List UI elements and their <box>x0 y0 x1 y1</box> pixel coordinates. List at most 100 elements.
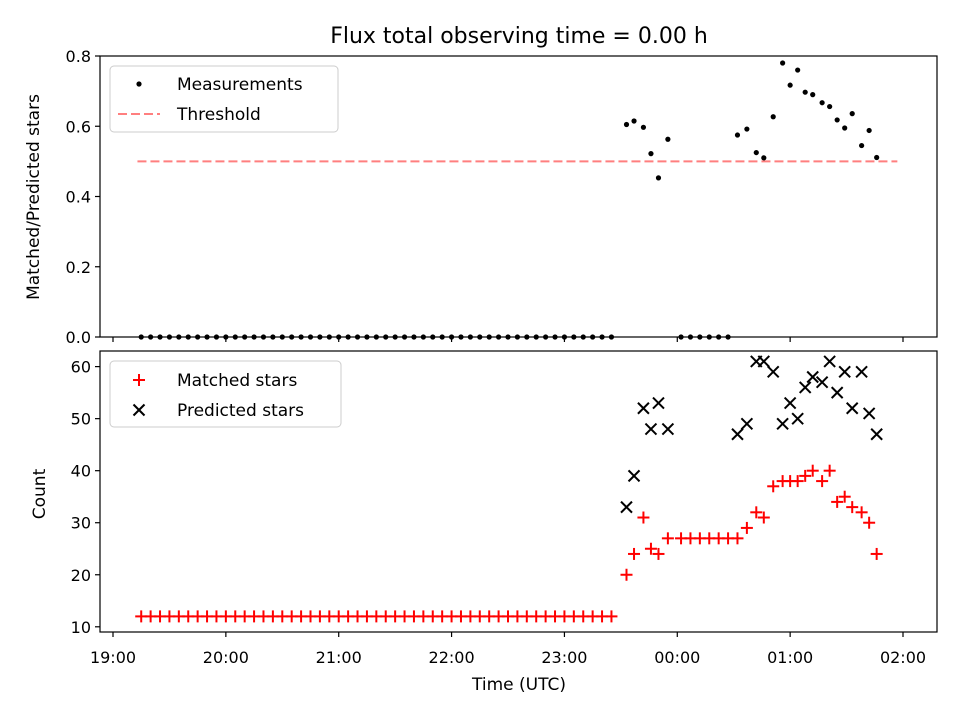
matched-star-point <box>637 511 650 524</box>
top-legend: Measurements Threshold <box>109 65 339 133</box>
measurement-point <box>810 92 816 98</box>
matched-star-point <box>823 464 836 477</box>
predicted-star-point <box>830 386 844 399</box>
matched-star-point <box>816 475 829 488</box>
measurement-point <box>770 114 776 120</box>
x-tick-label: 19:00 <box>90 648 136 667</box>
x-tick-label: 21:00 <box>316 648 362 667</box>
x-tick-label: 20:00 <box>203 648 249 667</box>
predicted-star-point <box>838 365 851 379</box>
chart-title: Flux total observing time = 0.00 h <box>330 24 708 49</box>
count-series <box>135 355 883 623</box>
predicted-star-point <box>627 469 641 483</box>
measurement-point <box>665 136 671 142</box>
measurement-point <box>802 89 808 95</box>
bottom-y-tick-label: 30 <box>71 514 91 533</box>
predicted-star-point <box>731 428 744 441</box>
bottom-y-tick-label: 60 <box>71 358 91 377</box>
bottom-legend: Matched stars Predicted stars <box>109 360 342 428</box>
legend-predicted-label: Predicted stars <box>177 401 304 421</box>
measurement-point <box>761 155 767 161</box>
matched-star-point <box>767 480 780 493</box>
bottom-y-axis-label: Count <box>30 468 50 519</box>
predicted-star-point <box>637 402 650 415</box>
measurement-point <box>842 125 848 131</box>
predicted-star-point <box>740 417 754 431</box>
predicted-star-point <box>620 500 633 514</box>
bottom-y-ticks: 10 20 30 40 50 60 <box>71 358 100 637</box>
predicted-star-point <box>644 422 658 436</box>
measurement-point <box>827 103 833 110</box>
top-y-axis-label: Matched/Predicted stars <box>24 94 44 300</box>
measurement-point <box>859 142 865 149</box>
matched-star-point <box>628 547 641 560</box>
top-y-tick-label: 0.0 <box>66 328 91 347</box>
measurement-point <box>787 82 793 88</box>
top-y-tick-label: 0.4 <box>66 188 91 207</box>
measurement-point <box>623 121 630 128</box>
legend-predicted-marker <box>132 403 146 417</box>
legend-measurements-marker <box>136 81 142 87</box>
measurement-point <box>631 118 637 124</box>
top-y-tick-label: 0.2 <box>66 258 91 277</box>
measurement-point <box>795 67 801 73</box>
legend-matched-label: Matched stars <box>177 371 297 391</box>
matched-star-point <box>791 475 804 488</box>
matched-star-point <box>644 542 657 555</box>
measurement-point <box>874 154 880 161</box>
matched-star-point <box>806 464 819 477</box>
measurement-point <box>744 126 750 132</box>
predicted-star-point <box>870 428 883 441</box>
bottom-x-ticks: 19:00 20:00 21:00 22:00 23:00 00:00 01:00 02:00 <box>90 632 926 667</box>
matched-star-point <box>870 547 883 560</box>
legend-threshold-label: Threshold <box>176 105 261 125</box>
top-y-ticks: 0.0 0.2 0.4 0.6 0.8 <box>66 47 100 347</box>
x-tick-label: 00:00 <box>654 648 700 667</box>
bottom-y-tick-label: 10 <box>71 618 91 637</box>
top-axes-frame <box>99 55 938 338</box>
predicted-star-point <box>776 417 789 431</box>
matched-star-point <box>750 506 763 519</box>
predicted-star-point <box>855 365 868 379</box>
matched-star-point <box>731 532 744 545</box>
matched-star-point <box>757 511 770 524</box>
matched-star-point <box>740 521 753 534</box>
measurement-point <box>780 60 786 66</box>
matched-star-point <box>838 490 851 503</box>
bottom-y-tick-label: 20 <box>71 566 91 585</box>
top-legend-box <box>109 65 339 133</box>
matched-star-point <box>799 469 812 482</box>
predicted-star-point <box>791 412 804 425</box>
matched-star-point <box>863 516 876 529</box>
matched-star-point <box>605 610 618 623</box>
matched-star-point <box>831 495 844 508</box>
legend-measurements-label: Measurements <box>177 75 303 95</box>
bottom-legend-box <box>109 360 342 428</box>
matched-star-point <box>652 547 665 560</box>
measurement-point <box>655 175 662 181</box>
bottom-y-tick-label: 40 <box>71 462 91 481</box>
predicted-star-point <box>806 370 819 384</box>
bottom-y-tick-label: 50 <box>71 410 91 429</box>
bottom-axes-frame <box>99 350 938 633</box>
top-panel: Matched/Predicted stars 0.00.20.40.60.8 … <box>24 47 938 347</box>
predicted-star-point <box>862 407 876 420</box>
predicted-star-point <box>767 365 780 379</box>
predicted-star-point <box>783 396 797 410</box>
top-y-tick-label: 0.8 <box>66 47 91 66</box>
x-axis-label: Time (UTC) <box>471 675 566 695</box>
top-y-tick-label: 0.6 <box>66 117 91 136</box>
measurement-point <box>819 100 825 106</box>
matched-star-point <box>620 568 633 581</box>
matched-star-point <box>661 532 674 545</box>
predicted-star-point <box>652 396 665 410</box>
measurement-point <box>834 117 840 123</box>
x-tick-label: 23:00 <box>541 648 587 667</box>
measurement-point <box>648 151 654 157</box>
matched-star-point <box>855 506 868 519</box>
measurement-point <box>866 127 872 134</box>
measurement-point <box>640 124 647 130</box>
predicted-star-point <box>815 376 829 389</box>
predicted-star-point <box>661 422 675 436</box>
